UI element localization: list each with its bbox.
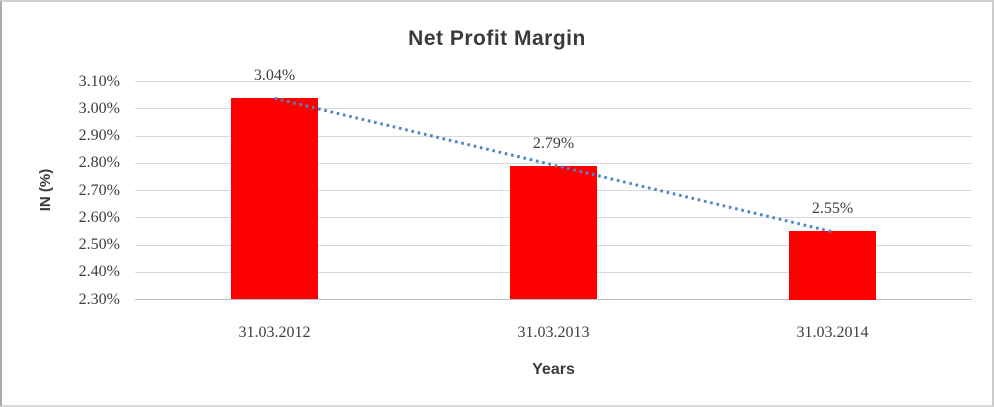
data-label: 2.79% [532, 134, 575, 152]
category-label: 31.03.2013 [517, 323, 590, 341]
y-tick-label: 3.10% [78, 72, 120, 90]
category-label: 31.03.2012 [238, 323, 311, 341]
bar [510, 165, 597, 300]
y-tick-label: 2.40% [78, 263, 120, 281]
data-label: 3.04% [253, 66, 296, 84]
gridline [135, 81, 972, 82]
y-tick-label: 2.60% [78, 208, 120, 226]
category-label: 31.03.2014 [796, 323, 869, 341]
data-label: 2.55% [811, 200, 854, 218]
chart-title: Net Profit Margin [408, 27, 586, 50]
bar [231, 97, 318, 300]
y-tick-label: 3.00% [78, 99, 120, 117]
y-tick-label: 2.80% [78, 154, 120, 172]
y-tick-label: 2.50% [78, 236, 120, 253]
gridline [135, 299, 972, 300]
bar [789, 231, 876, 300]
y-tick-label: 2.70% [78, 181, 120, 199]
y-tick-label: 2.90% [78, 127, 120, 144]
x-axis-title: Years [532, 361, 575, 378]
y-tick-label: 2.30% [78, 290, 120, 308]
